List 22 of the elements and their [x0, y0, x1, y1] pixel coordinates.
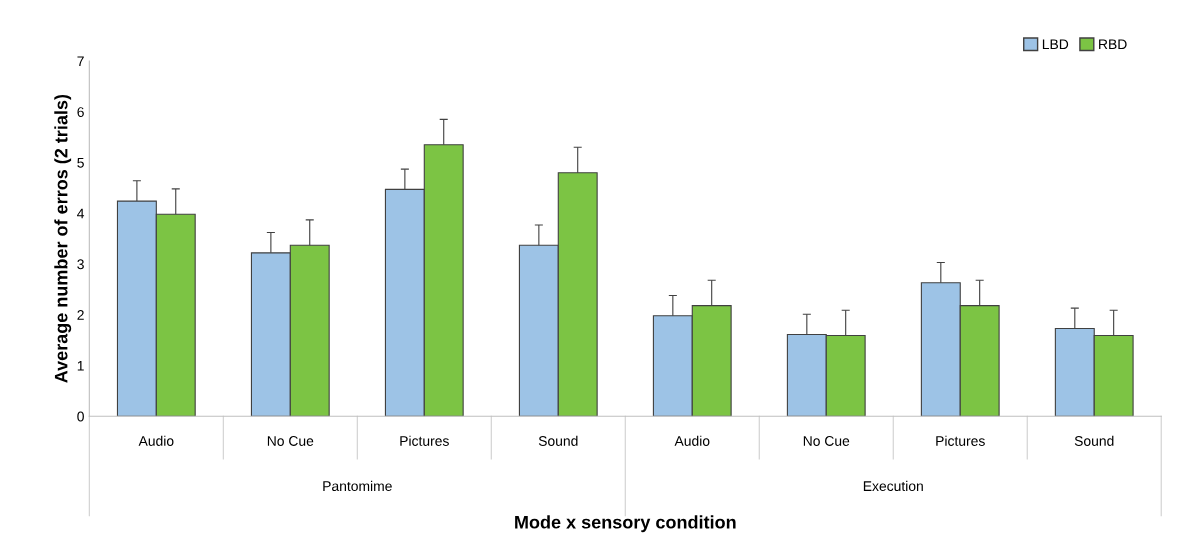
y-tick-label: 3 — [77, 259, 84, 270]
x-tick-label: Sound — [1074, 435, 1114, 446]
legend-label: LBD — [1042, 39, 1069, 49]
x-tick-label: Audio — [674, 435, 710, 446]
y-axis-title: Average number of erros (2 trials) — [54, 94, 72, 383]
legend-label: RBD — [1099, 39, 1127, 49]
y-tick-label: 1 — [77, 360, 84, 371]
text: Execution — [863, 480, 923, 492]
text: Pantomime — [323, 480, 392, 492]
x-tick-label: Sound — [538, 435, 578, 446]
x-tick-label: Pictures — [936, 435, 985, 446]
y-tick-label: 5 — [77, 158, 84, 168]
x-axis-title: Mode x sensory condition — [515, 515, 736, 533]
x-tick-label: Audio — [138, 435, 174, 446]
x-tick-label: No Cue — [803, 436, 850, 446]
y-tick-label: 4 — [77, 208, 85, 219]
y-tick-label: 7 — [77, 56, 84, 67]
x-tick-label: Pictures — [400, 435, 449, 446]
y-tick-label: 6 — [77, 107, 84, 117]
y-tick-label: 2 — [77, 310, 84, 320]
x-tick-label: No Cue — [267, 436, 314, 446]
y-tick-label: 0 — [77, 411, 84, 422]
